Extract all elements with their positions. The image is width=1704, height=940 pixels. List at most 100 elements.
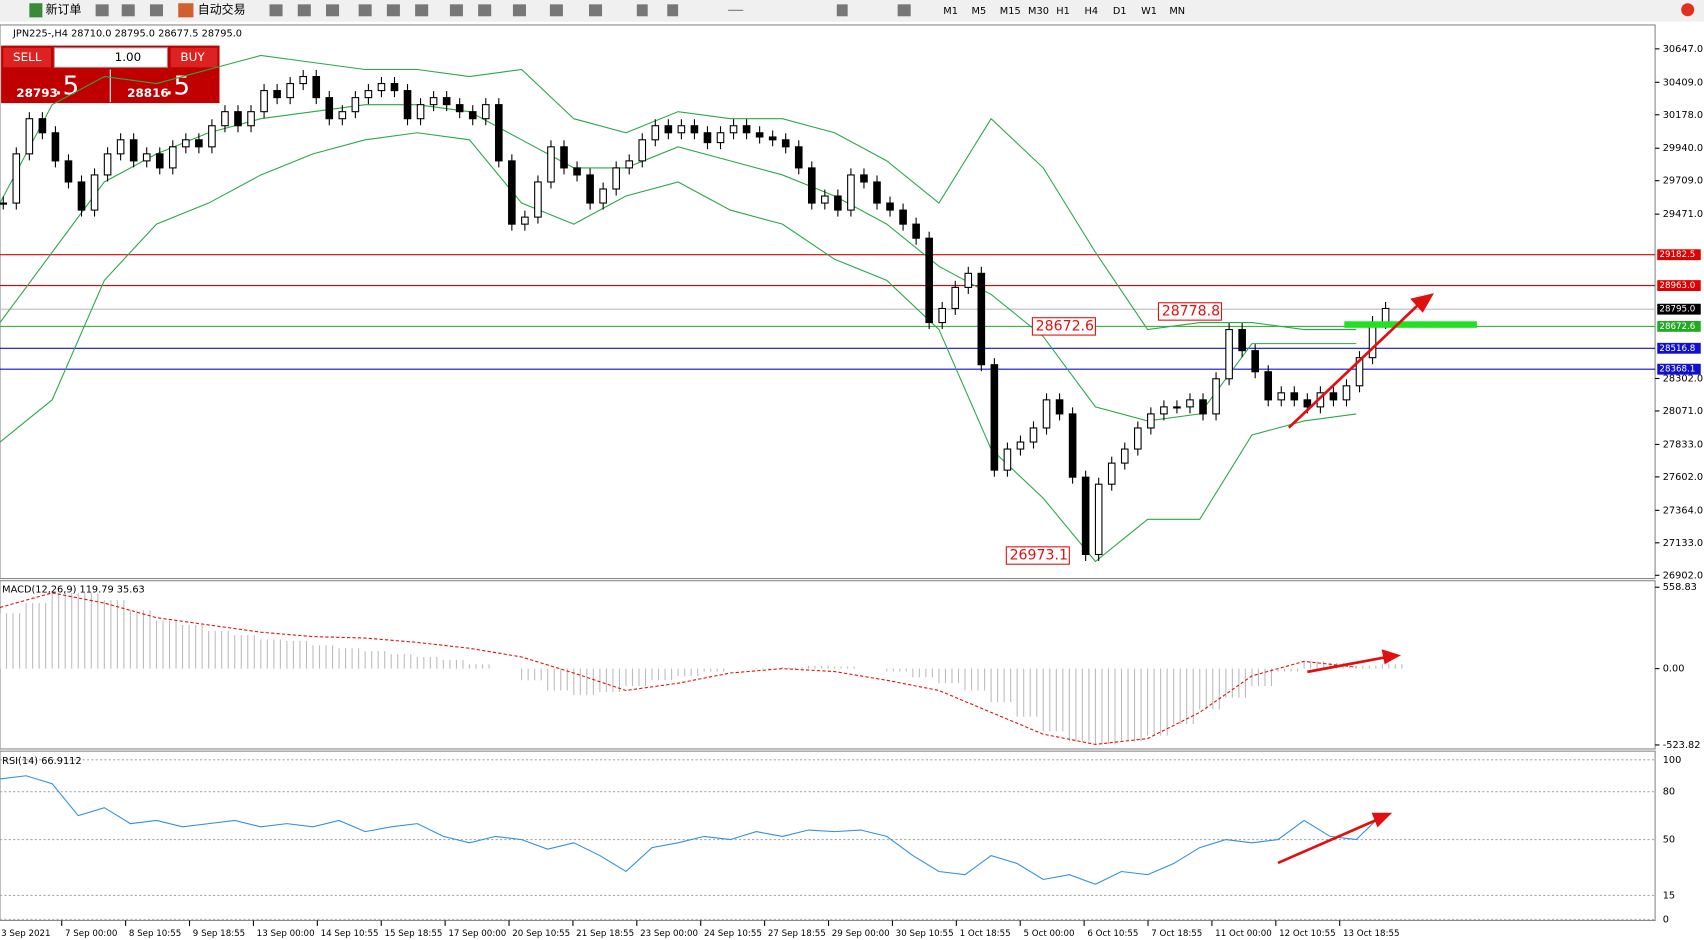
icon[interactable] <box>478 4 492 17</box>
level-label: 28672.6 <box>1659 322 1695 332</box>
lot[interactable]: 1.00 <box>115 50 142 64</box>
icon[interactable] <box>121 4 135 17</box>
macd-tick-label: 558.83 <box>1663 582 1697 593</box>
icon[interactable] <box>589 4 603 17</box>
candle <box>886 202 894 211</box>
level-label: 28368.1 <box>1659 365 1695 375</box>
candle <box>325 97 334 120</box>
icon[interactable] <box>29 3 43 18</box>
icon[interactable] <box>728 9 744 11</box>
candle <box>807 167 816 204</box>
price-tag-label: 28778.8 <box>1162 303 1220 319</box>
candle <box>455 104 464 113</box>
icon[interactable] <box>415 4 429 17</box>
bb-lower <box>0 132 1357 563</box>
sell-button[interactable] <box>3 47 52 68</box>
icon[interactable] <box>549 4 563 17</box>
icon[interactable] <box>269 4 283 17</box>
rsi-pane <box>0 750 1656 922</box>
timeframe[interactable]: M30 <box>1028 6 1049 17</box>
candle <box>664 125 673 134</box>
candle <box>1147 413 1155 429</box>
bb-upper <box>0 54 1357 331</box>
arrow <box>1307 655 1390 674</box>
timeframe[interactable]: M15 <box>1000 6 1021 17</box>
candle <box>951 286 960 310</box>
lot-input[interactable] <box>53 47 168 68</box>
candle <box>38 118 47 134</box>
icon[interactable] <box>358 4 372 17</box>
icon[interactable] <box>667 4 679 17</box>
candle <box>77 181 86 211</box>
icon[interactable] <box>449 4 463 17</box>
bid[interactable]: 28793 <box>16 86 58 100</box>
icon[interactable] <box>95 4 109 17</box>
date-label: 27 Sep 18:55 <box>768 929 826 939</box>
candle <box>0 202 8 205</box>
candle <box>938 307 947 324</box>
candle <box>1173 406 1181 409</box>
candle <box>1003 448 1012 471</box>
candle <box>442 97 451 106</box>
candle <box>155 153 164 169</box>
candle <box>90 174 99 211</box>
candle <box>234 111 242 127</box>
timeframe[interactable]: H1 <box>1056 6 1070 17</box>
macd-pane <box>0 580 1656 750</box>
level-label: 28516.8 <box>1659 344 1695 354</box>
icon[interactable] <box>178 3 194 18</box>
icon[interactable] <box>149 4 164 17</box>
icon[interactable] <box>386 4 400 17</box>
level-tag <box>1657 342 1701 354</box>
ask-tail[interactable]: .5 <box>165 71 190 101</box>
icon[interactable] <box>297 4 311 17</box>
candle <box>1068 413 1077 478</box>
icon[interactable] <box>897 4 911 17</box>
candle <box>964 272 973 288</box>
macd-tick-label: 0.00 <box>1663 664 1685 675</box>
candle <box>560 146 568 169</box>
level-label: 29182.5 <box>1659 250 1695 260</box>
candle <box>1055 399 1064 415</box>
timeframe[interactable]: H4 <box>1085 6 1099 17</box>
candle <box>925 237 933 324</box>
candle <box>690 125 699 134</box>
candle <box>416 104 425 120</box>
candle <box>116 139 125 155</box>
price-tag <box>1157 302 1223 321</box>
price-label: 27364.0 <box>1663 505 1703 516</box>
new-order[interactable]: 新订单 <box>46 1 82 16</box>
divider <box>109 69 111 103</box>
icon[interactable] <box>326 4 340 17</box>
candle <box>781 139 790 148</box>
icon[interactable] <box>836 4 848 17</box>
price-tag <box>1031 317 1096 336</box>
timeframe[interactable]: M5 <box>972 6 987 17</box>
price-label: 27602.0 <box>1663 472 1703 483</box>
ask[interactable]: 28816 <box>127 86 169 100</box>
timeframe[interactable]: D1 <box>1113 6 1127 17</box>
sell-label[interactable]: SELL <box>13 50 42 64</box>
candle <box>612 167 620 190</box>
icon[interactable] <box>512 4 526 17</box>
auto-trading[interactable]: 自动交易 <box>198 1 246 16</box>
macd-label: MACD(12,26,9) 119.79 35.63 <box>2 584 145 595</box>
candle <box>377 83 386 92</box>
timeframe[interactable]: MN <box>1169 6 1185 17</box>
icon[interactable] <box>636 4 648 17</box>
candle <box>742 125 751 134</box>
timeframe[interactable]: M1 <box>943 6 958 17</box>
candle <box>247 111 255 127</box>
timeframe[interactable]: W1 <box>1141 6 1157 17</box>
candle <box>1016 441 1025 450</box>
candle <box>873 181 881 204</box>
arrow-head <box>1371 812 1393 828</box>
notification[interactable] <box>1681 3 1695 17</box>
buy-label[interactable]: BUY <box>180 50 205 64</box>
candle <box>1081 476 1090 556</box>
buy-button[interactable] <box>170 47 218 68</box>
price-label: 28302.0 <box>1663 373 1703 384</box>
candle <box>1251 350 1259 373</box>
candle <box>1225 329 1233 380</box>
main-pane <box>0 24 1656 580</box>
